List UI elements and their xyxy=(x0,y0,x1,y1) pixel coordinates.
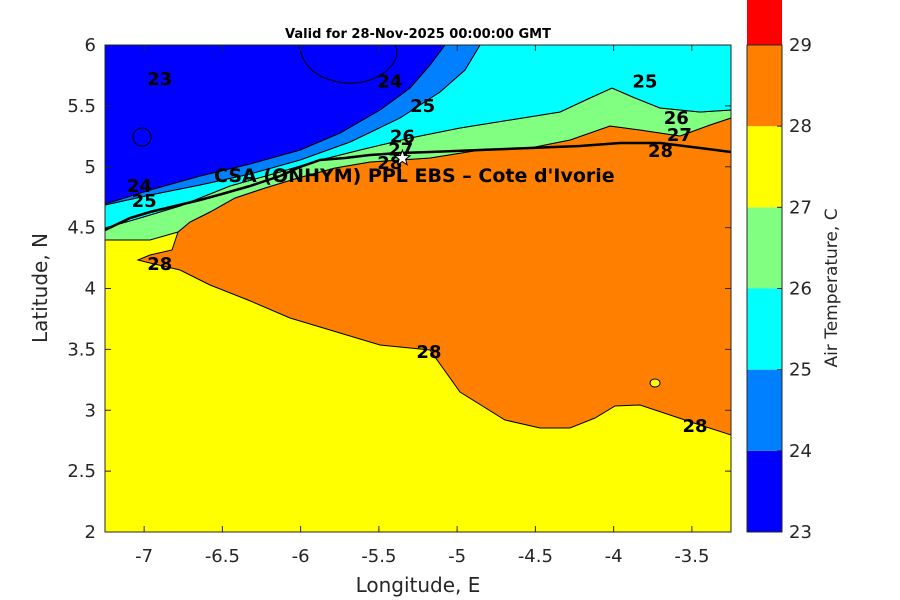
colorbar-swatch xyxy=(747,207,782,289)
colorbar: 23 24 25 26 27 28 29 xyxy=(746,0,812,543)
colorbar-swatch xyxy=(747,126,782,208)
x-tick-label: -5.5 xyxy=(361,546,396,567)
colorbar-swatch xyxy=(747,45,782,127)
coastline xyxy=(104,141,732,232)
x-tick-label: -6 xyxy=(292,546,310,567)
contour-label: 25 xyxy=(132,191,157,212)
contour-label: 28 xyxy=(416,342,441,363)
x-tick-label: -4.5 xyxy=(518,546,553,567)
y-tick-label: 3.5 xyxy=(67,339,96,360)
x-axis: -7 -6.5 -6 -5.5 -5 -4.5 -4 -3.5 xyxy=(135,45,709,567)
y-tick-label: 4 xyxy=(85,279,96,300)
y-tick-label: 5 xyxy=(85,157,96,178)
y-tick-label: 2.5 xyxy=(67,461,96,482)
x-tick-label: -7 xyxy=(135,546,153,567)
y-axis: 2 2.5 3 3.5 4 4.5 5 5.5 6 xyxy=(67,35,731,543)
colorbar-tick-label: 29 xyxy=(789,35,812,56)
y-tick-label: 3 xyxy=(85,400,96,421)
y-tick-label: 6 xyxy=(85,35,96,56)
chart-title: Valid for 28-Nov-2025 00:00:00 GMT xyxy=(285,27,551,42)
y-tick-label: 2 xyxy=(85,522,96,543)
plot-area xyxy=(104,44,732,533)
colorbar-swatch xyxy=(747,369,782,451)
site-annotation-label: CSA (ONHYM) PPL EBS – Cote d'Ivorie xyxy=(214,165,615,187)
x-tick-label: -6.5 xyxy=(205,546,240,567)
x-tick-label: -3.5 xyxy=(674,546,709,567)
colorbar-tick-label: 27 xyxy=(789,197,812,218)
contour-label: 24 xyxy=(377,72,402,93)
contour-label: 28 xyxy=(682,416,707,437)
site-annotation: CSA (ONHYM) PPL EBS – Cote d'Ivorie xyxy=(214,148,615,187)
contour-23-closed xyxy=(299,44,398,84)
contour-23-island xyxy=(132,127,152,147)
contour-label: 26 xyxy=(390,126,415,147)
colorbar-label: Air Temperature, C xyxy=(822,208,842,367)
y-tick-label: 4.5 xyxy=(67,218,96,239)
colorbar-tick-label: 25 xyxy=(789,360,812,381)
colorbar-tick-label: 24 xyxy=(789,441,812,462)
x-tick-label: -5 xyxy=(448,546,466,567)
colorbar-tick-label: 26 xyxy=(789,279,812,300)
contour-label: 23 xyxy=(147,69,172,90)
colorbar-tick-label: 23 xyxy=(789,522,812,543)
x-tick-label: -4 xyxy=(605,546,623,567)
band-23-24 xyxy=(104,44,446,205)
contour-label: 28 xyxy=(377,153,402,174)
contour-label: 24 xyxy=(127,176,152,197)
colorbar-swatch xyxy=(747,288,782,370)
contour-27-island xyxy=(649,378,661,388)
y-axis-label: Latitude, N xyxy=(28,233,52,343)
y-tick-label: 5.5 xyxy=(67,96,96,117)
contour-label: 26 xyxy=(664,108,689,129)
contour-label: 25 xyxy=(410,96,435,117)
contour-label: 25 xyxy=(632,72,657,93)
colorbar-swatch xyxy=(747,450,782,532)
x-axis-label: Longitude, E xyxy=(356,573,481,597)
colorbar-swatch xyxy=(747,0,782,45)
site-star-marker xyxy=(393,148,412,166)
colorbar-tick-label: 28 xyxy=(789,116,812,137)
contour-label: 27 xyxy=(667,125,692,146)
contour-label: 28 xyxy=(648,141,673,162)
contour-label: 28 xyxy=(147,254,172,275)
